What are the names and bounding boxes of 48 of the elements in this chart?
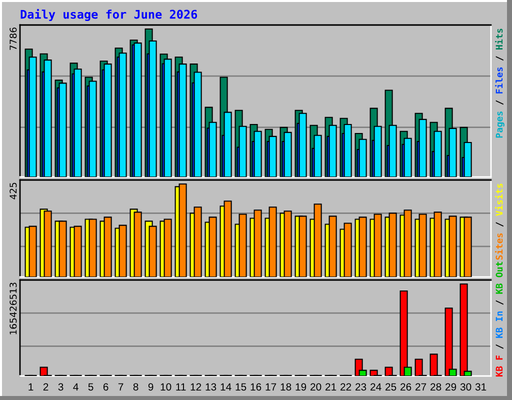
x-tick-label: 3 [58, 383, 64, 391]
x-tick-label: 11 [176, 383, 186, 390]
text: Pages [496, 112, 504, 138]
x-tick-label: 19 [296, 383, 306, 391]
text: KB Out [496, 262, 503, 294]
text: KB F [496, 355, 503, 376]
x-tick-label: 1 [28, 383, 34, 390]
x-tick-label: 2 [43, 383, 48, 390]
x-tick-label: 5 [88, 383, 94, 391]
text: / [496, 344, 504, 349]
x-tick-label: 23 [356, 383, 366, 391]
x-tick-label: 24 [370, 383, 382, 390]
x-tick-label: 20 [310, 383, 322, 391]
x-tick-label: 14 [220, 383, 232, 390]
x-tick-label: 22 [340, 383, 352, 390]
legend-label: KB In [496, 312, 503, 338]
x-tick-label: 13 [206, 383, 216, 391]
text: 425 [10, 182, 17, 200]
x-tick-label: 4 [73, 383, 78, 390]
text: / [496, 222, 504, 227]
x-tick-label: 7 [118, 383, 124, 390]
text: Sites [495, 233, 503, 260]
x-tick-label: 18 [280, 383, 292, 391]
text: / [496, 56, 504, 61]
text: / [496, 300, 504, 305]
x-tick-label: 12 [190, 383, 202, 390]
x-tick-label: 6 [103, 383, 108, 391]
x-tick-label: 8 [133, 383, 138, 391]
x-tick-label: 31 [475, 383, 486, 391]
x-tick-label: 9 [148, 383, 154, 391]
x-tick-label: 25 [386, 383, 396, 391]
text: Files [495, 67, 503, 94]
text: Visits [495, 184, 503, 216]
x-tick-label: 28 [430, 383, 442, 391]
x-tick-label: 29 [446, 383, 456, 391]
text: Hits [495, 28, 503, 50]
text: 165426513 [10, 282, 17, 334]
x-tick-label: 30 [460, 383, 472, 391]
x-tick-label: 27 [416, 383, 426, 390]
text: 7786 [10, 28, 17, 50]
x-tick-label: 26 [400, 383, 412, 391]
text: / [496, 100, 504, 105]
x-tick-label: 21 [326, 383, 336, 390]
x-tick-label: 17 [266, 383, 276, 390]
x-tick-label: 16 [250, 383, 262, 391]
x-tick-label: 15 [236, 383, 246, 391]
x-tick-label: 10 [160, 383, 172, 391]
chart-title: Daily usage for June 2026 [20, 8, 198, 22]
